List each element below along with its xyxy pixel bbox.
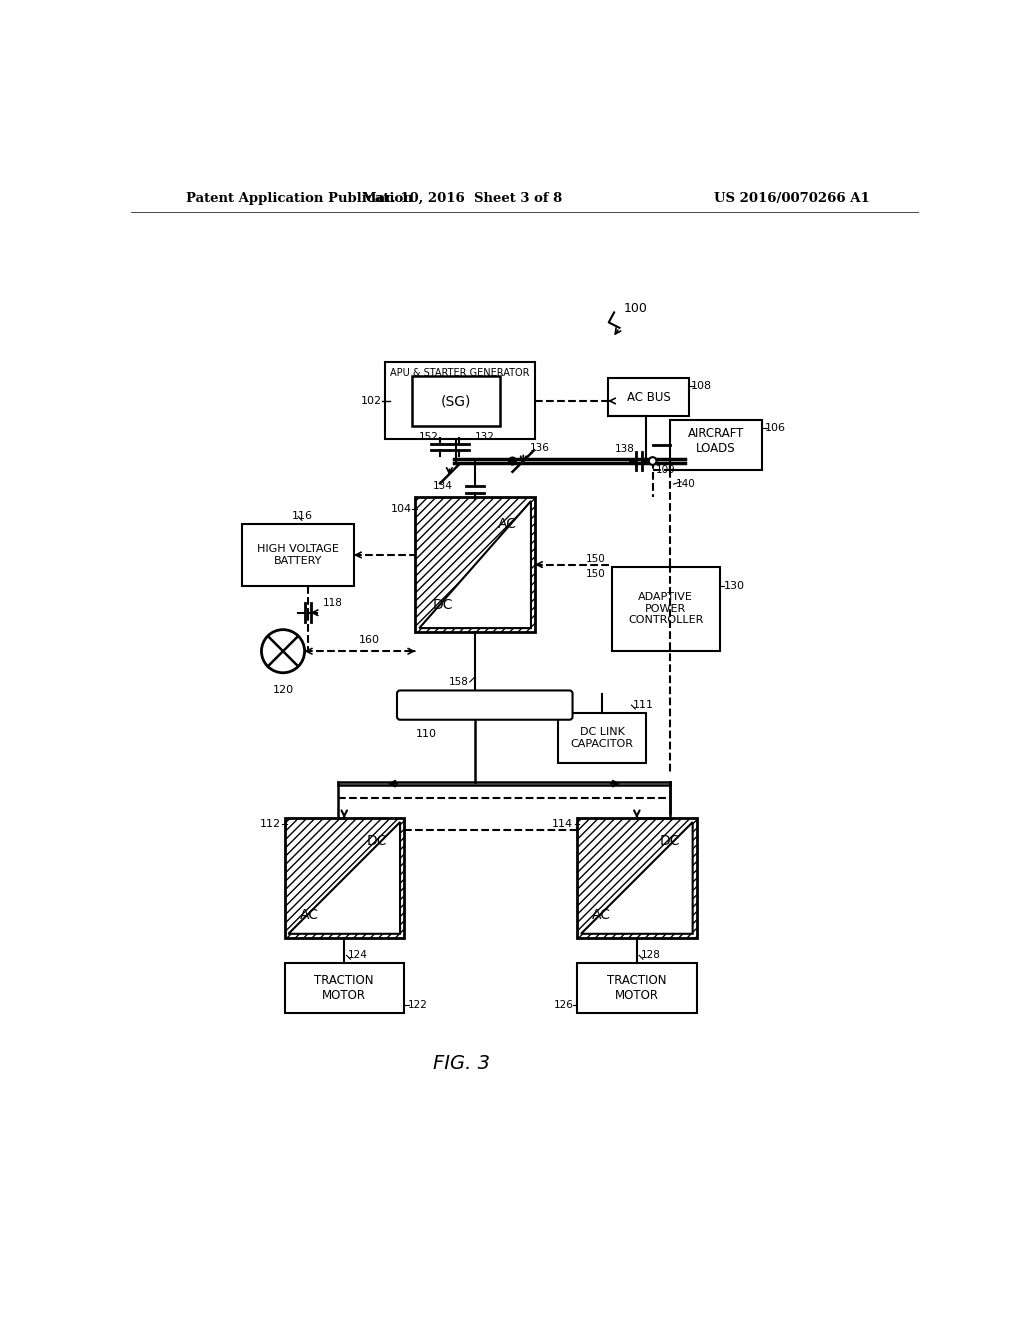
Text: 132: 132 [475,432,495,442]
Text: 112: 112 [260,820,281,829]
Text: DC: DC [367,834,387,849]
Text: 120: 120 [272,685,294,694]
Circle shape [509,457,516,465]
Text: ADAPTIVE
POWER
CONTROLLER: ADAPTIVE POWER CONTROLLER [628,593,703,626]
Text: APU & STARTER GENERATOR: APU & STARTER GENERATOR [390,368,529,379]
Text: 118: 118 [323,598,343,609]
Text: 102: 102 [360,396,382,407]
Text: 136: 136 [529,444,549,453]
Text: VARIABLE VOLTAGE DC LINK: VARIABLE VOLTAGE DC LINK [419,704,551,711]
Polygon shape [419,502,531,628]
Text: 134: 134 [432,480,453,491]
Bar [670,420,762,470]
Text: AIRCRAFT
LOADS: AIRCRAFT LOADS [687,428,744,455]
Text: 138: 138 [615,445,635,454]
Text: DC: DC [432,598,453,612]
Bar [285,964,403,1014]
Polygon shape [581,822,692,933]
Bar [243,524,354,586]
Text: DC: DC [659,834,680,849]
Circle shape [649,457,656,465]
Text: DC LINK
CAPACITOR: DC LINK CAPACITOR [570,727,634,748]
Text: 140: 140 [676,479,695,490]
Text: 130: 130 [724,581,744,591]
Text: AC BUS: AC BUS [627,391,671,404]
Text: 160: 160 [358,635,380,644]
Bar [578,818,696,937]
Text: 150: 150 [586,569,605,578]
Text: 108: 108 [691,380,713,391]
Text: 122: 122 [408,1001,428,1010]
Text: 109: 109 [655,465,676,475]
Text: 126: 126 [553,1001,573,1010]
Text: 100: 100 [624,302,647,315]
Text: 116: 116 [292,511,312,521]
Text: (SG): (SG) [440,395,471,408]
Text: 106: 106 [765,422,786,433]
Text: AC: AC [300,908,318,921]
Text: 152: 152 [419,432,438,442]
Text: Mar. 10, 2016  Sheet 3 of 8: Mar. 10, 2016 Sheet 3 of 8 [361,191,562,205]
Text: 150: 150 [586,554,605,564]
FancyBboxPatch shape [397,690,572,719]
Text: 114: 114 [552,820,573,829]
Text: AC: AC [592,908,611,921]
Text: HIGH VOLTAGE
BATTERY: HIGH VOLTAGE BATTERY [257,544,339,566]
Text: 111: 111 [633,700,654,710]
Bar [608,378,689,416]
Text: 124: 124 [348,950,368,961]
Bar [611,566,720,651]
Text: 128: 128 [641,950,660,961]
Text: AC: AC [499,517,517,531]
Text: Patent Application Publication: Patent Application Publication [186,191,413,205]
Bar [285,818,403,937]
Polygon shape [289,822,400,933]
Bar [412,376,500,426]
Text: FIG. 3: FIG. 3 [433,1053,490,1073]
Bar [385,363,535,440]
Text: 158: 158 [450,677,469,686]
Text: US 2016/0070266 A1: US 2016/0070266 A1 [714,191,869,205]
Text: TRACTION
MOTOR: TRACTION MOTOR [314,974,374,1002]
Bar [558,713,646,763]
Bar [578,964,696,1014]
Text: 104: 104 [390,504,412,513]
Text: TRACTION
MOTOR: TRACTION MOTOR [607,974,667,1002]
Text: 110: 110 [416,729,436,739]
Bar [416,498,535,632]
